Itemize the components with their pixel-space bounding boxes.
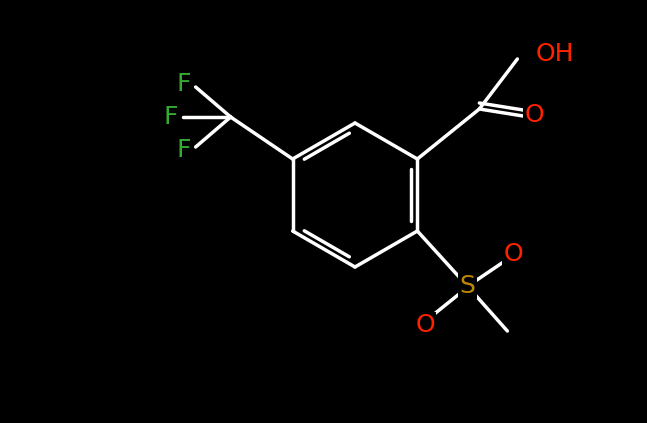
Text: F: F	[177, 138, 191, 162]
Text: F: F	[164, 105, 178, 129]
Text: O: O	[525, 103, 544, 127]
Text: O: O	[503, 242, 523, 266]
Text: O: O	[415, 313, 435, 337]
Text: F: F	[177, 72, 191, 96]
Text: S: S	[459, 274, 476, 298]
Text: OH: OH	[535, 42, 574, 66]
